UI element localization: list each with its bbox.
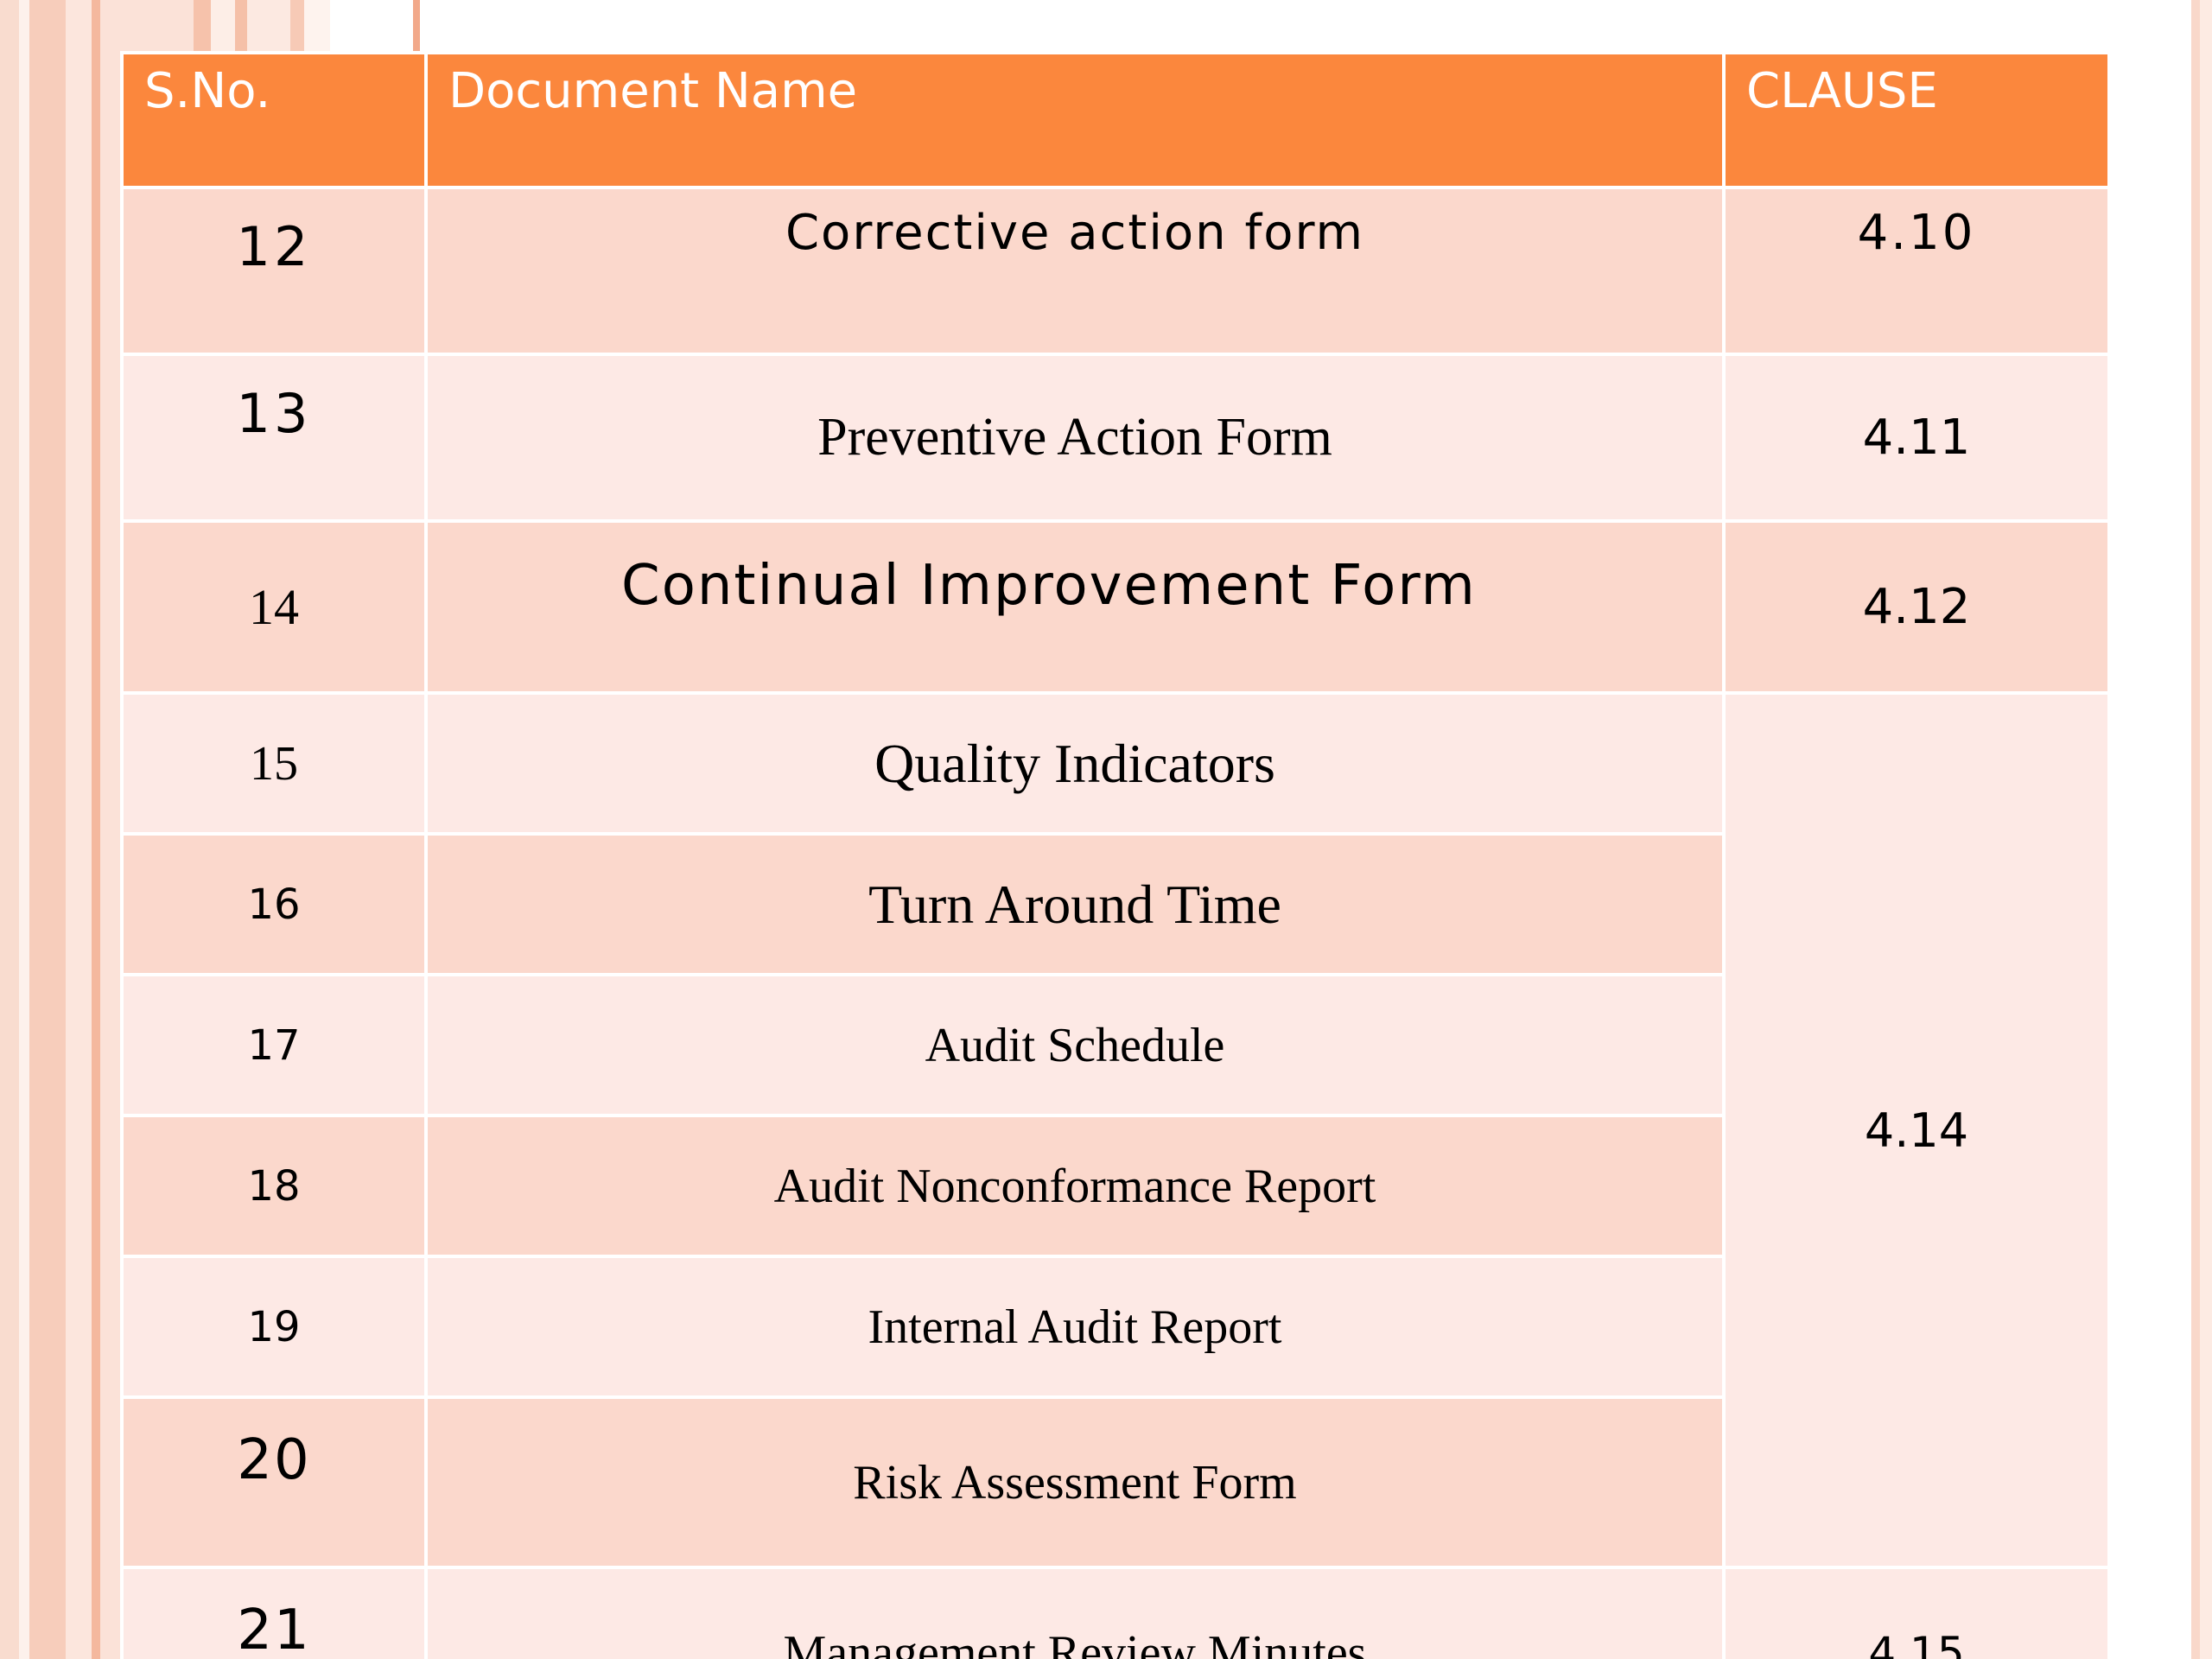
- table-row: 15 Quality Indicators 4.14: [120, 691, 2111, 1569]
- decorative-stripe: [2191, 0, 2200, 1659]
- table-row: 12 Corrective action form 4.10: [120, 186, 2111, 356]
- decorative-stripe: [29, 0, 66, 1659]
- decorative-stripe: [66, 0, 92, 1659]
- document-name-cell: Corrective action form: [424, 186, 1726, 356]
- table-row: 21 Management Review Minutes 4.15: [120, 1566, 2111, 1659]
- document-name-cell: Audit Nonconformance Report: [424, 1114, 1726, 1258]
- document-name-cell: Turn Around Time: [424, 832, 1726, 976]
- sno-cell: 17: [120, 973, 428, 1117]
- sno-cell: 16: [120, 832, 428, 976]
- table-row: 14 Continual Improvement Form 4.12: [120, 519, 2111, 695]
- sno-cell: 14: [120, 519, 428, 695]
- sno-cell: 12: [120, 186, 428, 356]
- document-name-cell: Internal Audit Report: [424, 1255, 1726, 1399]
- document-name-cell: Quality Indicators: [424, 691, 1726, 836]
- decorative-stripe: [92, 0, 100, 1659]
- sno-cell: 15: [120, 691, 428, 836]
- clause-cell: 4.15: [1722, 1566, 2111, 1659]
- table-row: 17 Audit Schedule: [120, 973, 2109, 1117]
- table-row: 18 Audit Nonconformance Report: [120, 1114, 2109, 1258]
- table-row: 16 Turn Around Time: [120, 832, 2109, 976]
- decorative-stripe: [2200, 0, 2212, 1659]
- document-name-cell: Audit Schedule: [424, 973, 1726, 1117]
- table-row: 20 Risk Assessment Form: [120, 1395, 2109, 1569]
- document-name-cell: Continual Improvement Form: [424, 519, 1726, 695]
- decorative-stripe: [19, 0, 29, 1659]
- sno-cell: 20: [120, 1395, 428, 1569]
- clause-cell: 4.12: [1722, 519, 2111, 695]
- sno-cell: 21: [120, 1566, 428, 1659]
- table-row: 13 Preventive Action Form 4.11: [120, 353, 2111, 523]
- document-name-cell: Preventive Action Form: [424, 353, 1726, 523]
- column-header-clause: CLAUSE: [1722, 51, 2111, 189]
- table-row: 19 Internal Audit Report: [120, 1255, 2109, 1399]
- document-name-cell: Management Review Minutes: [424, 1566, 1726, 1659]
- document-name-cell: Risk Assessment Form: [424, 1395, 1726, 1569]
- sno-cell: 18: [120, 1114, 428, 1258]
- documents-table: S.No. Document Name CLAUSE 12 Corrective…: [120, 51, 2111, 1659]
- column-header-sno: S.No.: [120, 51, 428, 189]
- sno-cell: 13: [120, 353, 428, 523]
- sno-cell: 19: [120, 1255, 428, 1399]
- clause-cell: 4.10: [1722, 186, 2111, 356]
- clause-cell-merged: 4.14: [1722, 691, 2111, 1569]
- column-header-document-name: Document Name: [424, 51, 1726, 189]
- decorative-stripe: [0, 0, 19, 1659]
- clause-cell: 4.11: [1722, 353, 2111, 523]
- table-header-row: S.No. Document Name CLAUSE: [120, 51, 2111, 189]
